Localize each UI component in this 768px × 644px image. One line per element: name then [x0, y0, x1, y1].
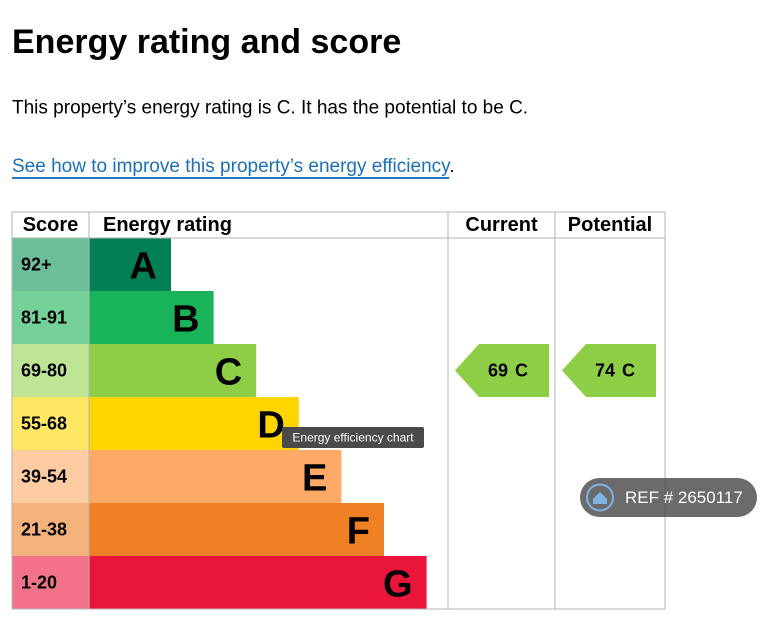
- score-cell: [12, 291, 89, 344]
- potential-arrow: [562, 344, 656, 397]
- score-label: 69-80: [21, 361, 67, 381]
- rating-letter: F: [347, 511, 370, 553]
- link[interactable]: See how to improve this property’s energ…: [12, 156, 455, 177]
- column-header: Current: [465, 214, 538, 236]
- rating-letter: C: [215, 352, 242, 394]
- rating-bar: [89, 503, 384, 556]
- rating-bar: [89, 556, 427, 609]
- score-label: 92+: [21, 255, 52, 275]
- column-header: Energy rating: [103, 214, 232, 236]
- score-label: 55-68: [21, 414, 67, 434]
- summary: This property’s energy rating is C. It h…: [12, 98, 528, 119]
- improve-link[interactable]: See how to improve this property’s energ…: [12, 156, 451, 177]
- link-suffix: .: [449, 156, 454, 177]
- tooltip: Energy efficiency chart: [292, 431, 414, 445]
- score-cell: [12, 397, 89, 450]
- watermark-pill: [580, 478, 757, 517]
- rating-letter: A: [130, 246, 157, 288]
- potential-score: 74: [595, 361, 615, 381]
- rating-bar: [89, 291, 214, 344]
- score-cell: [12, 344, 89, 397]
- column-header: Potential: [568, 214, 652, 236]
- energy-table: Score Energy rating Current Potential 92+ A 81…: [11, 211, 666, 610]
- rating-bar: [89, 397, 299, 450]
- tooltip-box: [282, 427, 424, 448]
- rating-bar: [89, 450, 342, 503]
- score-cell: [12, 503, 89, 556]
- rating-bar: [89, 344, 257, 397]
- watermark-house: [593, 492, 607, 504]
- rating-bar: [89, 238, 171, 291]
- score-cell: [12, 238, 89, 291]
- score-cell: [12, 556, 89, 609]
- heading: Energy rating and score: [12, 23, 401, 61]
- rating-letter: D: [257, 405, 284, 447]
- current-rating: C: [515, 361, 528, 381]
- watermark-icon: [586, 483, 614, 512]
- current-score: 69: [488, 361, 508, 381]
- watermark: REF # 2650117: [625, 488, 743, 507]
- score-label: 81-91: [21, 308, 67, 328]
- score-label: 39-54: [21, 467, 67, 487]
- current-arrow: [455, 344, 549, 397]
- potential-rating: C: [622, 361, 635, 381]
- score-label: 21-38: [21, 520, 67, 540]
- score-cell: [12, 450, 89, 503]
- score-label: 1-20: [21, 573, 57, 593]
- rating-letter: B: [172, 299, 199, 341]
- rating-letter: E: [302, 458, 327, 500]
- rating-letter: G: [383, 564, 413, 606]
- column-header: Score: [23, 214, 79, 236]
